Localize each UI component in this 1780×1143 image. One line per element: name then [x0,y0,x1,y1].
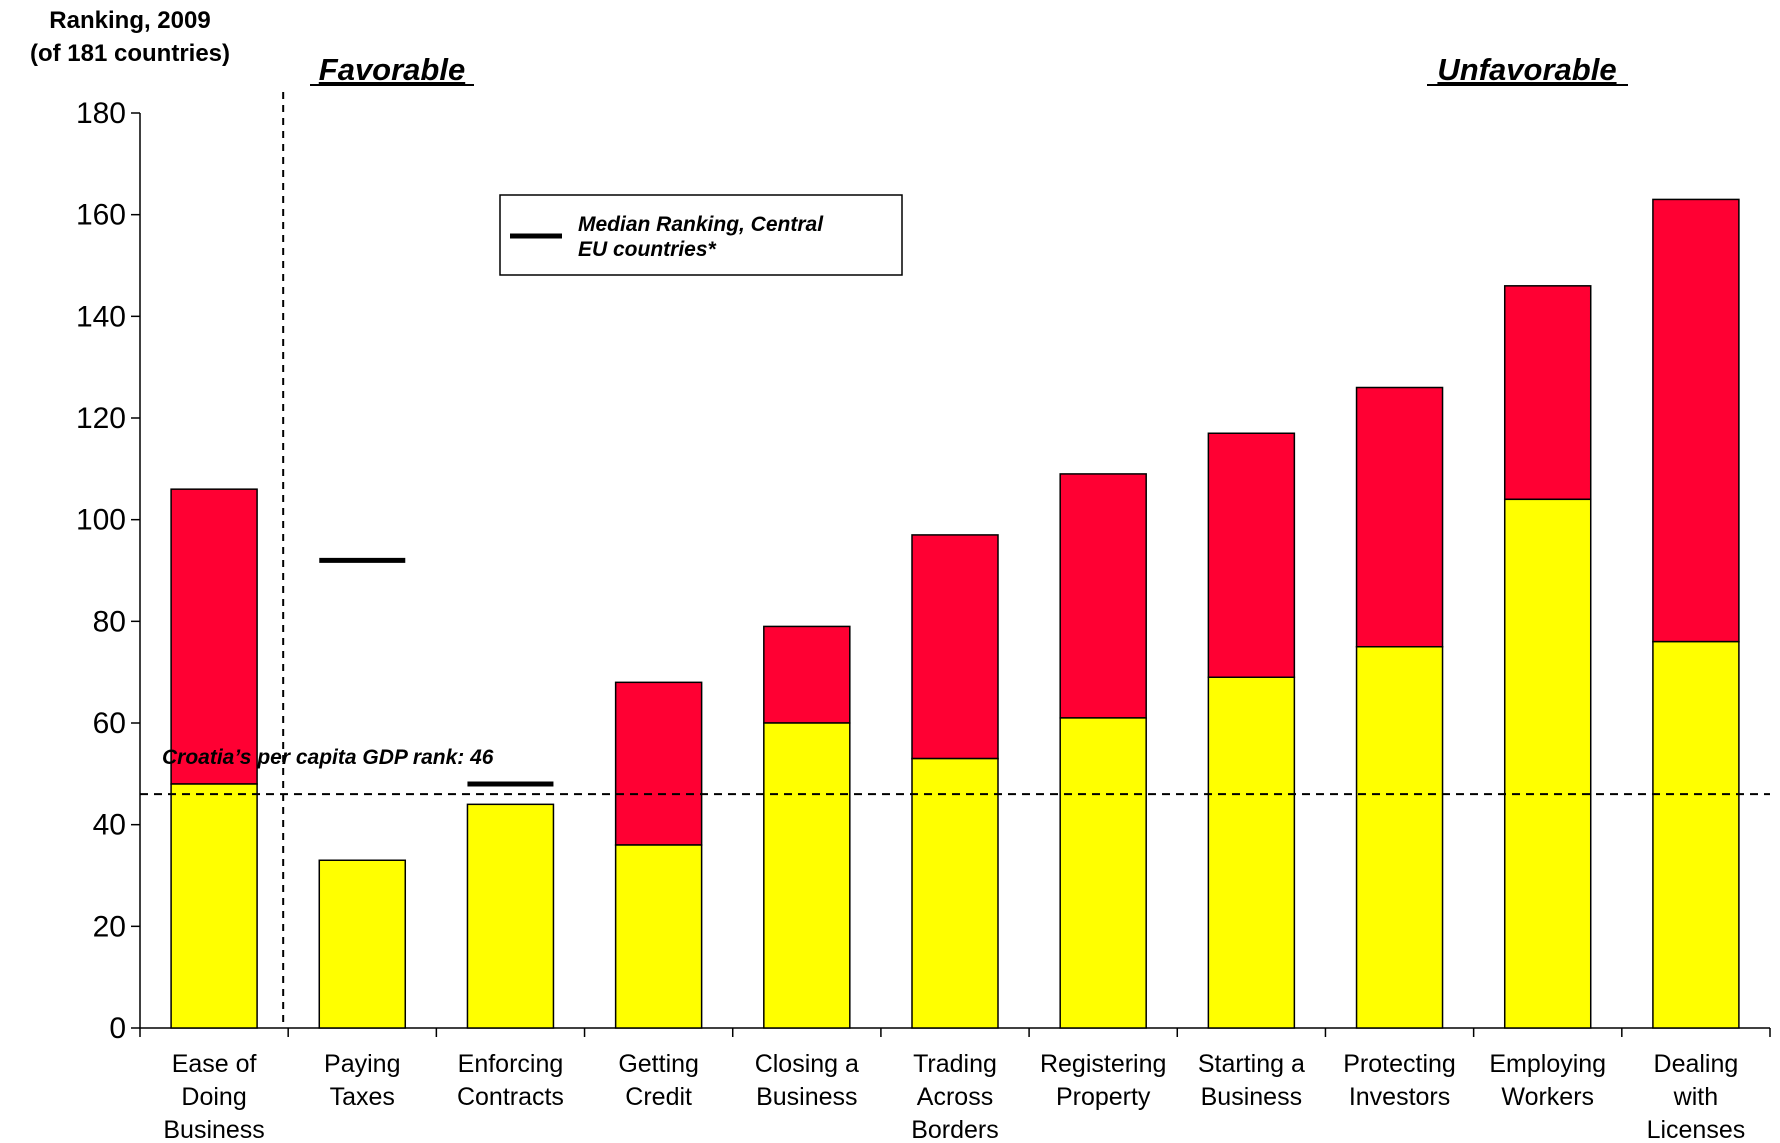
bar-yellow [1355,646,1444,1029]
category-label: Starting a Business [1198,1050,1305,1111]
bars [170,198,1740,1029]
y-axis-title-line-2: (of 181 countries) [30,40,230,67]
category-label: Trading Across Borders [911,1050,999,1143]
category-label: Dealing with Licenses [1647,1050,1746,1143]
favorable-section-label: Favorable [319,52,465,87]
y-axis-title-line-1: Ranking, 2009 [49,7,210,34]
unfavorable-section-label: Unfavorable [1437,52,1616,87]
bar-red [911,534,999,760]
bar-yellow [1652,640,1740,1029]
bar-yellow [911,757,999,1029]
y-tick-label: 0 [109,1012,126,1045]
bar-yellow [614,844,703,1029]
reference-line-label: Croatia’s per capita GDP rank: 46 [162,746,494,769]
legend-label-line-1: Median Ranking, Central [578,213,824,236]
overlays [140,92,1770,1028]
category-label: Ease of Doing Business [163,1050,264,1143]
bar-red [170,488,258,785]
bar-red [1207,432,1296,678]
y-tick-label: 140 [76,300,126,333]
category-label: Employing Workers [1489,1050,1606,1111]
category-label: Protecting Investors [1343,1050,1456,1111]
y-tick-label: 40 [93,809,126,842]
bar-yellow [763,722,851,1029]
legend: Median Ranking, Central EU countries* [499,194,903,276]
category-label: Enforcing Contracts [457,1050,564,1111]
y-tick-label: 60 [93,707,126,740]
bar-yellow [170,783,258,1029]
bar-yellow [466,803,555,1029]
bar-yellow [1207,676,1296,1029]
axes: 0 20 40 60 80 100 120 140 160 180 Ease of Doing Busi… [76,97,1771,1143]
bar-yellow [318,859,407,1029]
y-tick-label: 100 [76,504,126,537]
y-tick-label: 80 [93,605,126,638]
bar-yellow [1059,717,1147,1029]
category-label: Getting Credit [618,1050,699,1111]
category-label: Closing a Business [755,1050,859,1111]
bar-red [763,625,851,724]
y-tick-label: 20 [93,910,126,943]
bar-red [614,681,703,846]
legend-box [499,194,903,276]
category-label: Paying Taxes [324,1050,400,1111]
y-tick-label: 180 [76,97,126,130]
bar-red [1355,386,1444,648]
bar-red [1059,473,1147,719]
bar-red [1503,285,1592,501]
category-label: Registering Property [1040,1050,1166,1111]
y-tick-label: 160 [76,199,126,232]
legend-label-line-2: EU countries* [578,238,717,261]
bar-red [1652,198,1740,643]
bar-yellow [1503,498,1592,1029]
y-tick-label: 120 [76,402,126,435]
